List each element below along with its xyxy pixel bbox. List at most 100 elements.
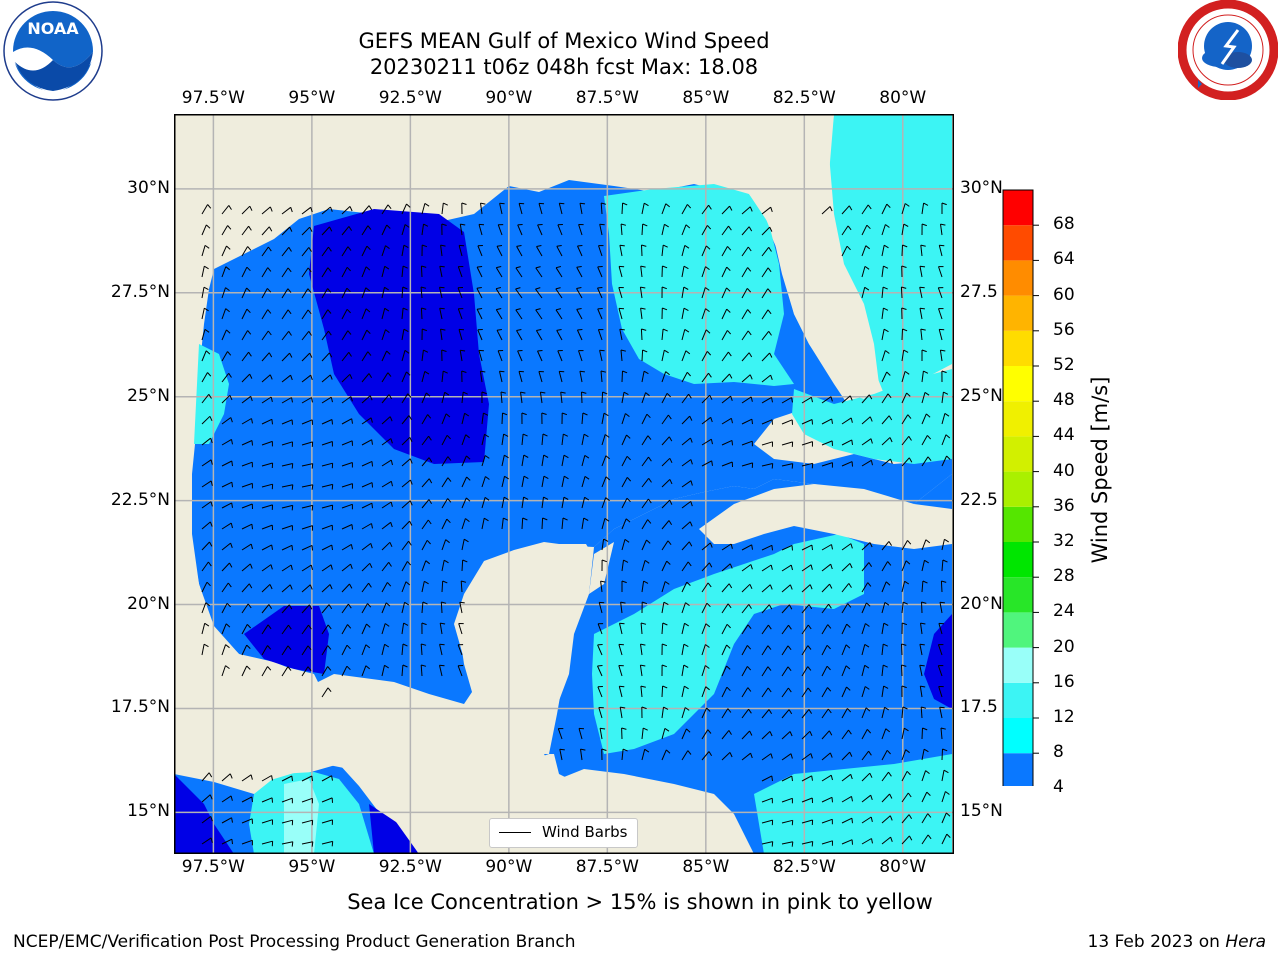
wind-barb <box>901 224 905 236</box>
wind-barb <box>641 581 645 593</box>
wind-barb-flag <box>901 265 907 268</box>
wind-barb-flag <box>247 330 252 335</box>
wind-barb <box>221 502 232 509</box>
wind-barb <box>861 459 872 467</box>
wind-barb <box>801 841 813 845</box>
colorbar <box>1000 186 1040 818</box>
wind-barb <box>241 205 251 215</box>
wind-barb <box>476 308 483 320</box>
wind-barb <box>661 602 665 614</box>
wind-barb <box>541 476 545 488</box>
colorbar-segment <box>1003 436 1033 472</box>
wind-barb <box>381 350 388 362</box>
wind-barb <box>536 246 543 257</box>
wind-barb-flag <box>367 603 372 608</box>
lon-tick-bottom: 82.5°W <box>772 857 836 877</box>
wind-barb <box>781 645 789 656</box>
wind-barb-flag <box>908 814 913 820</box>
wind-barb <box>401 436 411 446</box>
wind-barb <box>535 309 543 320</box>
wind-barb-flag <box>346 644 351 650</box>
wind-barb-flag <box>906 770 911 776</box>
wind-barb <box>301 374 312 383</box>
wind-barb <box>499 203 503 215</box>
wind-barb-flag <box>708 204 712 210</box>
wind-barb-flag <box>923 370 929 374</box>
wind-barb-flag <box>864 643 870 648</box>
wind-barb-flag <box>368 582 372 588</box>
wind-barb <box>201 350 207 362</box>
wind-barb <box>381 204 389 215</box>
wind-barb <box>421 371 426 383</box>
wind-barb <box>761 330 770 341</box>
wind-barb <box>741 604 750 614</box>
wind-barb <box>801 564 812 572</box>
wind-barb-flag <box>248 351 252 357</box>
wind-barb-flag <box>807 645 812 650</box>
wind-barb-flag <box>327 666 332 671</box>
wind-barb <box>921 413 927 425</box>
wind-barb-flag <box>601 559 607 563</box>
wind-barb <box>421 540 428 551</box>
wind-barb <box>461 559 464 572</box>
wind-barb <box>201 644 205 656</box>
wind-barb <box>741 309 749 320</box>
wind-barb-flag <box>210 438 213 444</box>
wind-barb <box>681 224 687 236</box>
wind-barb <box>381 501 392 509</box>
wind-barb <box>381 459 392 467</box>
wind-barb <box>861 665 866 677</box>
wind-barb-flag <box>888 415 893 421</box>
wind-barb-flag <box>485 476 490 480</box>
wind-barb <box>281 397 292 404</box>
wind-barb <box>561 455 565 467</box>
wind-barb <box>201 415 211 425</box>
wind-barb-flag <box>845 665 851 670</box>
wind-barb <box>881 793 890 803</box>
wind-barb-flag <box>921 706 927 709</box>
wind-barb-flag <box>308 247 312 252</box>
wind-barb <box>341 309 348 320</box>
wind-barb <box>641 539 647 551</box>
wind-barb-flag <box>665 749 671 754</box>
wind-barb <box>801 753 812 761</box>
wind-barb <box>341 206 351 215</box>
wind-barb-flag <box>267 666 272 671</box>
wind-barb-flag <box>443 559 449 564</box>
wind-barb-flag <box>584 475 590 480</box>
wind-barb <box>535 330 543 341</box>
wind-barb-flag <box>291 775 293 781</box>
wind-barb <box>881 245 885 257</box>
wind-barb-flag <box>367 351 372 356</box>
wind-barb-flag <box>579 370 585 373</box>
wind-barb-flag <box>709 394 713 400</box>
wind-barb <box>461 455 467 467</box>
wind-barb-flag <box>727 603 732 609</box>
wind-barb <box>341 287 348 299</box>
wind-barb-flag <box>726 266 731 271</box>
wind-barb-flag <box>810 564 813 570</box>
wind-barb <box>201 772 210 782</box>
colorbar-tick-label: 56 <box>1053 319 1075 340</box>
wind-barb-flag <box>577 329 583 331</box>
wind-barb <box>939 707 943 719</box>
wind-barb <box>481 434 485 446</box>
wind-barb <box>521 476 525 488</box>
wind-barb <box>281 604 290 614</box>
wind-barb <box>881 665 884 677</box>
wind-barb <box>937 644 943 656</box>
wind-barb <box>841 603 849 614</box>
wind-barb-flag <box>883 244 889 249</box>
wind-barb-flag <box>440 244 446 247</box>
wind-barb <box>521 497 525 509</box>
wind-barb-flag <box>642 601 648 605</box>
wind-barb-flag <box>542 517 548 521</box>
wind-barb-flag <box>439 307 445 310</box>
wind-barb <box>761 775 773 782</box>
wind-barb-flag <box>504 475 509 480</box>
wind-barb-flag <box>484 433 490 438</box>
wind-barb <box>201 561 209 572</box>
wind-barb-flag <box>249 563 253 569</box>
wind-barb <box>861 707 867 719</box>
wind-barb <box>381 623 386 635</box>
